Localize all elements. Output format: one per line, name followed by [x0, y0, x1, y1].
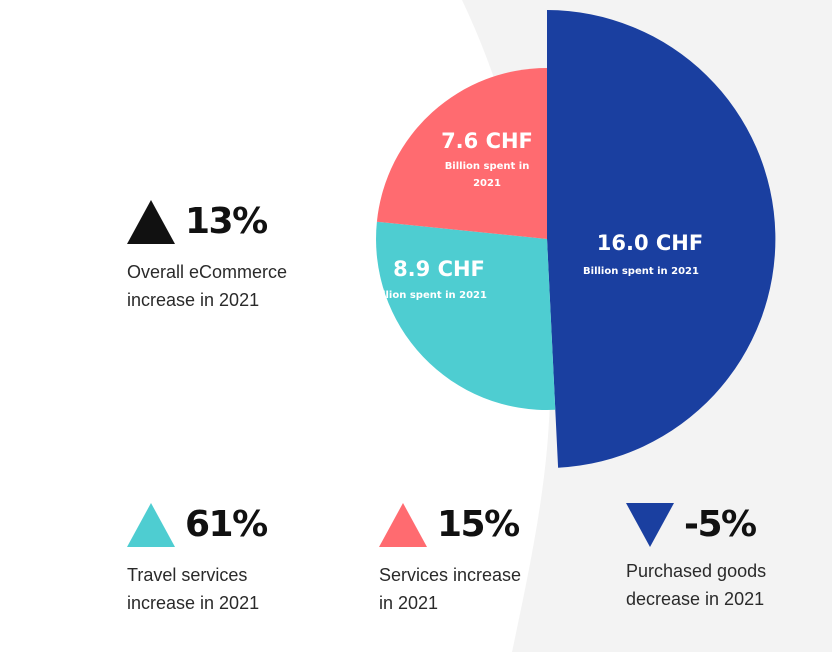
pie-slice-sublabel-0-0: Billion spent in 2021: [583, 266, 699, 277]
pie-slice-value-label-0: 16.0 CHF: [597, 231, 703, 255]
stat-overall: 13% Overall eCommerce increase in 2021: [127, 200, 287, 314]
triangle-up-icon: [379, 503, 427, 547]
stat-goods: -5% Purchased goods decrease in 2021: [626, 503, 766, 613]
stat-goods-line2: decrease in 2021: [626, 589, 765, 609]
stat-travel-description: Travel services increase in 2021: [127, 561, 267, 617]
pie-slice-sublabel-2-0: Billion spent in: [445, 161, 530, 172]
stat-travel-percent: 61%: [185, 504, 268, 545]
triangle-up-shape: [127, 200, 175, 244]
stat-services-line2: in 2021: [379, 593, 439, 613]
pie-slice-0: [547, 10, 776, 468]
pie-slice-1: [376, 221, 556, 411]
stat-travel-line2: increase in 2021: [127, 593, 260, 613]
stat-goods-line1: Purchased goods: [626, 561, 767, 581]
pie-slice-sublabel-2-1: 2021: [473, 178, 501, 189]
triangle-up-icon: [127, 200, 175, 244]
stat-travel: 61% Travel services increase in 2021: [127, 503, 268, 617]
stat-services-line1: Services increase: [379, 565, 522, 585]
triangle-down-shape: [626, 503, 674, 547]
stat-goods-description: Purchased goods decrease in 2021: [626, 557, 766, 613]
pie-slice-2: [376, 68, 547, 239]
stat-services: 15% Services increase in 2021: [379, 503, 521, 617]
stat-overall-percent: 13%: [185, 201, 268, 242]
stat-services-percent: 15%: [437, 504, 520, 545]
triangle-up-shape: [127, 503, 175, 547]
stat-travel-line1: Travel services: [127, 565, 248, 585]
stat-overall-line1: Overall eCommerce: [127, 262, 288, 282]
stat-overall-description: Overall eCommerce increase in 2021: [127, 258, 287, 314]
pie-slice-value-label-1: 8.9 CHF: [393, 257, 485, 281]
stat-services-description: Services increase in 2021: [379, 561, 521, 617]
stat-overall-line2: increase in 2021: [127, 290, 260, 310]
stat-goods-percent: -5%: [684, 504, 757, 545]
triangle-down-icon: [626, 503, 674, 547]
pie-slice-value-label-2: 7.6 CHF: [441, 129, 533, 153]
triangle-up-icon: [127, 503, 175, 547]
pie-slice-sublabel-1-0: Billion spent in 2021: [371, 290, 487, 301]
triangle-up-shape: [379, 503, 427, 547]
